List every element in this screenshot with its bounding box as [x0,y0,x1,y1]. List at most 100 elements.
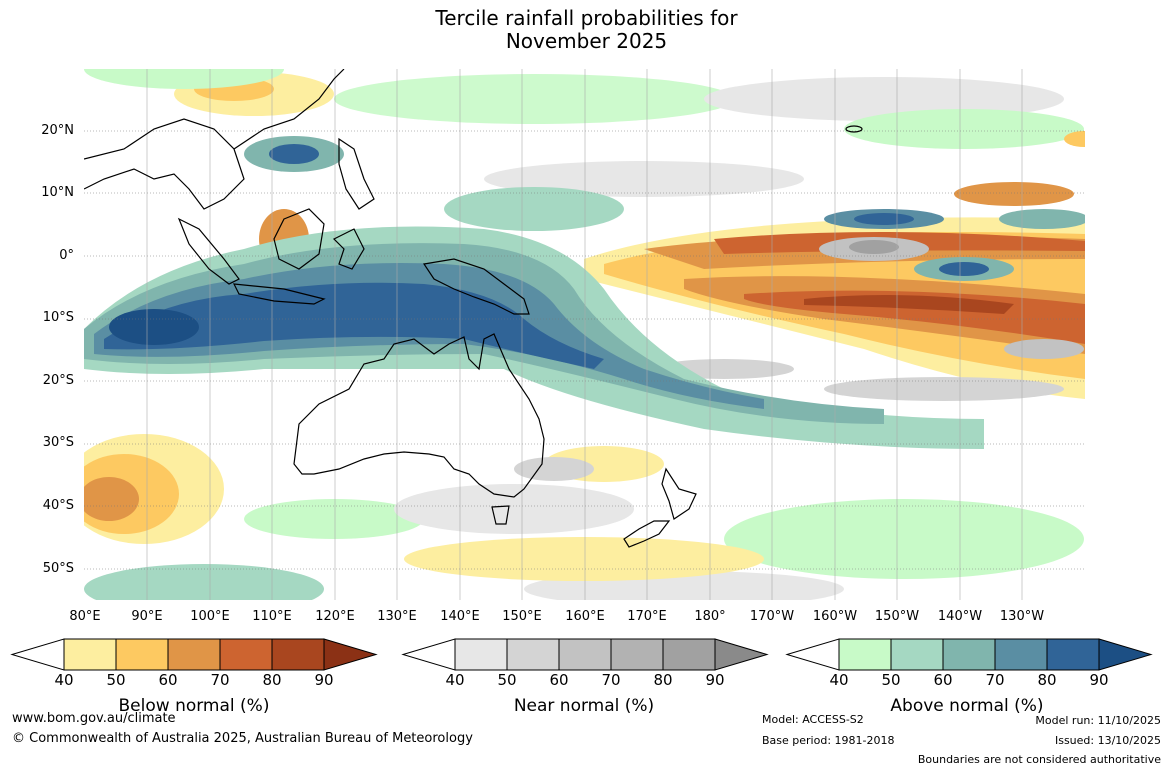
below-normal-label: Below normal (%) [118,696,270,716]
below-cell-60-70 [167,638,221,671]
below-colorbar-extend-high [323,638,378,671]
tick-label: 60 [549,671,569,689]
above-normal-label: Above normal (%) [890,696,1044,716]
lon-label: 160°E [565,609,605,624]
model-run-text: Model run: 11/10/2025 [1035,714,1161,727]
above-cell-80-90 [1046,638,1100,671]
lat-label: 20°S [42,373,74,388]
above-normal-colorbar [785,638,1153,671]
tick-label: 40 [54,671,74,689]
lon-label: 150°W [874,609,920,624]
lon-label: 180° [694,609,726,624]
graticule [84,130,1085,570]
lat-label: 20°N [41,123,74,138]
australia-coast [293,333,545,498]
near-cell-70-80 [610,638,664,671]
chart-title-line1: Tercile rainfall probabilities for [435,6,738,30]
lon-label: 120°E [315,609,355,624]
tick-label: 80 [262,671,282,689]
lon-label: 130°W [999,609,1045,624]
tick-label: 90 [1089,671,1109,689]
lon-label: 130°E [377,609,417,624]
below-cell-80-90 [271,638,325,671]
nz-south-island [623,520,671,548]
se-asia-coast [84,118,245,210]
lat-label: 0° [59,248,74,263]
above-cell-40-50 [838,638,892,671]
near-colorbar-extend-low [401,638,456,671]
borneo-coast [273,208,325,270]
lat-label: 30°S [42,435,74,450]
near-normal-colorbar [401,638,769,671]
below-cell-40-50 [63,638,117,671]
tick-label: 50 [881,671,901,689]
near-cell-40-50 [454,638,508,671]
near-normal-regions [514,237,1084,481]
meridians [146,69,1023,600]
above-cell-70-80 [994,638,1048,671]
hawaii-coast [845,125,863,133]
lon-label: 170°W [749,609,795,624]
copyright-text: © Commonwealth of Australia 2025, Austra… [12,731,473,746]
lat-label: 40°S [42,498,74,513]
lat-label: 10°S [42,310,74,325]
tick-label: 90 [314,671,334,689]
philippines-coast [338,137,375,210]
lon-label: 170°E [627,609,667,624]
lon-label: 140°E [440,609,480,624]
tick-label: 90 [705,671,725,689]
below-normal-colorbar [10,638,378,671]
near-colorbar-extend-high [714,638,769,671]
lon-label: 110°E [252,609,292,624]
lon-label: 100°E [190,609,230,624]
boundaries-note: Boundaries are not considered authoritat… [917,753,1161,766]
tick-label: 60 [158,671,178,689]
above-colorbar-extend-low [785,638,840,671]
nz-north-island [661,467,697,520]
below-cell-70-80 [219,638,273,671]
tick-label: 40 [829,671,849,689]
lon-label: 150°E [502,609,542,624]
tick-label: 70 [210,671,230,689]
java-coast [232,283,326,305]
below-cell-50-60 [115,638,169,671]
lat-label: 50°S [42,561,74,576]
above-normal-regions [84,69,1085,449]
tasmania-coast [491,505,510,525]
above-colorbar-cells [838,638,1100,671]
probability-map [84,69,1085,600]
chart-title-line2: November 2025 [505,29,668,53]
above-cell-60-70 [942,638,996,671]
coastlines [84,69,863,548]
near-cell-50-60 [506,638,560,671]
sumatra-coast [177,217,240,285]
near-cell-80-90 [662,638,716,671]
model-text: Model: ACCESS-S2 [762,713,864,726]
tick-label: 80 [653,671,673,689]
tick-label: 50 [106,671,126,689]
above-colorbar-extend-high [1098,638,1153,671]
base-period-text: Base period: 1981-2018 [762,734,895,747]
tick-label: 40 [445,671,465,689]
lon-label: 160°W [812,609,858,624]
new-guinea-coast [422,258,530,315]
lat-label: 10°N [41,185,74,200]
near-normal-label: Near normal (%) [513,696,655,716]
sulawesi-coast [332,228,365,270]
lon-label: 90°E [131,609,163,624]
probability-map-svg [84,69,1085,600]
below-colorbar-cells [63,638,325,671]
tick-label: 70 [985,671,1005,689]
issued-text: Issued: 13/10/2025 [1054,734,1161,747]
website-link[interactable]: www.bom.gov.au/climate [12,711,176,726]
tick-label: 50 [497,671,517,689]
lon-label: 80°E [69,609,101,624]
above-cell-50-60 [890,638,944,671]
china-coast [233,69,345,150]
near-colorbar-cells [454,638,716,671]
tick-label: 80 [1037,671,1057,689]
below-colorbar-extend-low [10,638,65,671]
tick-label: 70 [601,671,621,689]
near-cell-60-70 [558,638,612,671]
lon-label: 140°W [937,609,983,624]
